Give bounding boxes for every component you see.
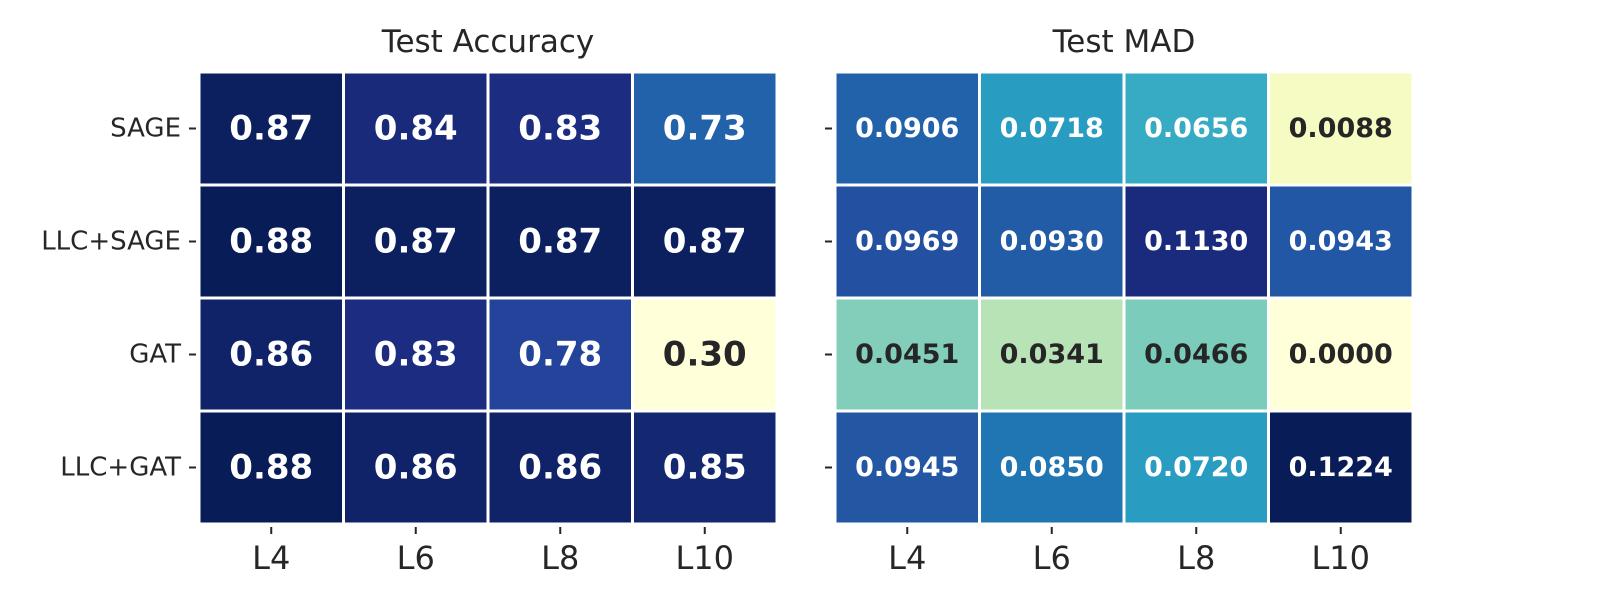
mad-x-tick-label-2: L8 (1177, 539, 1215, 577)
mad-cell-1-2 (1122, 183, 1270, 300)
mad-cell-label-3-0: 0.0945 (855, 452, 959, 483)
acc-cell-label-1-1: 0.87 (374, 222, 458, 262)
acc-cell-3-3 (631, 409, 779, 526)
acc-y-tick-label-3: LLC+GAT (60, 453, 181, 483)
acc-cell-1-3 (631, 183, 779, 300)
mad-cell-3-0 (833, 409, 981, 526)
acc-cell-0-3 (631, 70, 779, 187)
acc-cell-label-3-3: 0.85 (663, 448, 747, 488)
mad-cell-2-2 (1122, 296, 1270, 413)
mad-cell-label-2-1: 0.0341 (1000, 339, 1104, 370)
acc-x-tick-label-2: L8 (541, 539, 579, 577)
acc-cell-2-1 (342, 296, 490, 413)
acc-cell-label-0-1: 0.84 (374, 109, 458, 149)
acc-y-tick-label-2: GAT (129, 340, 181, 370)
acc-cell-label-3-2: 0.86 (518, 448, 602, 488)
acc-cell-0-1 (342, 70, 490, 187)
acc-cell-label-1-0: 0.88 (229, 222, 313, 262)
mad-cell-label-2-0: 0.0451 (855, 339, 959, 370)
acc-cell-label-3-1: 0.86 (374, 448, 458, 488)
acc-x-tick-label-0: L4 (252, 539, 290, 577)
mad-x-tick-label-0: L4 (888, 539, 926, 577)
mad-cell-3-3 (1267, 409, 1415, 526)
acc-cell-label-2-0: 0.86 (229, 335, 313, 375)
mad-cell-3-1 (978, 409, 1126, 526)
acc-cell-3-1 (342, 409, 490, 526)
acc-cell-3-0 (197, 409, 345, 526)
acc-y-tick-label-1: LLC+SAGE (41, 227, 181, 257)
mad-cell-label-2-2: 0.0466 (1144, 339, 1248, 370)
acc-cell-label-1-3: 0.87 (663, 222, 747, 262)
mad-cell-label-1-0: 0.0969 (855, 226, 959, 257)
mad-cell-label-1-1: 0.0930 (1000, 226, 1104, 257)
acc-cell-label-2-2: 0.78 (518, 335, 602, 375)
mad-x-tick-label-1: L6 (1033, 539, 1071, 577)
acc-cell-label-0-2: 0.83 (518, 109, 602, 149)
mad-cell-label-0-3: 0.0088 (1289, 113, 1393, 144)
acc-cell-label-0-3: 0.73 (663, 109, 747, 149)
mad-cell-label-0-0: 0.0906 (855, 113, 959, 144)
mad-cell-label-3-3: 0.1224 (1289, 452, 1393, 483)
mad-cell-label-0-1: 0.0718 (1000, 113, 1104, 144)
acc-cell-label-1-2: 0.87 (518, 222, 602, 262)
mad-cell-3-2 (1122, 409, 1270, 526)
acc-cell-0-0 (197, 70, 345, 187)
acc-cell-1-1 (342, 183, 490, 300)
acc-cell-label-0-0: 0.87 (229, 109, 313, 149)
mad-cell-2-0 (833, 296, 981, 413)
acc-cell-label-2-1: 0.83 (374, 335, 458, 375)
accuracy-heatmap: Test Accuracy 0.87 0.84 0.83 0.73 0.88 0.87 0.8… (41, 24, 779, 577)
acc-chart-title: Test Accuracy (381, 24, 594, 60)
acc-x-tick-label-3: L10 (675, 539, 734, 577)
mad-cell-label-2-3: 0.0000 (1289, 339, 1393, 370)
mad-cell-0-2 (1122, 70, 1270, 187)
mad-chart-title: Test MAD (1052, 24, 1196, 60)
mad-heatmap: Test MAD 0.0906 0.0718 0.0656 0.0088 0.0969 0.… (825, 24, 1415, 577)
mad-x-tick-label-3: L10 (1311, 539, 1370, 577)
mad-cell-2-1 (978, 296, 1126, 413)
acc-x-tick-label-1: L6 (397, 539, 435, 577)
mad-cell-0-1 (978, 70, 1126, 187)
mad-cell-0-3 (1267, 70, 1415, 187)
mad-cell-label-1-2: 0.1130 (1144, 226, 1248, 257)
mad-cell-label-0-2: 0.0656 (1144, 113, 1248, 144)
mad-cell-label-3-2: 0.0720 (1144, 452, 1248, 483)
acc-cell-label-2-3: 0.30 (663, 335, 747, 375)
mad-cell-label-1-3: 0.0943 (1289, 226, 1393, 257)
acc-y-tick-label-0: SAGE (110, 114, 181, 144)
acc-cell-label-3-0: 0.88 (229, 448, 313, 488)
mad-cell-label-3-1: 0.0850 (1000, 452, 1104, 483)
acc-cell-2-3 (631, 296, 779, 413)
mad-cell-0-0 (833, 70, 981, 187)
